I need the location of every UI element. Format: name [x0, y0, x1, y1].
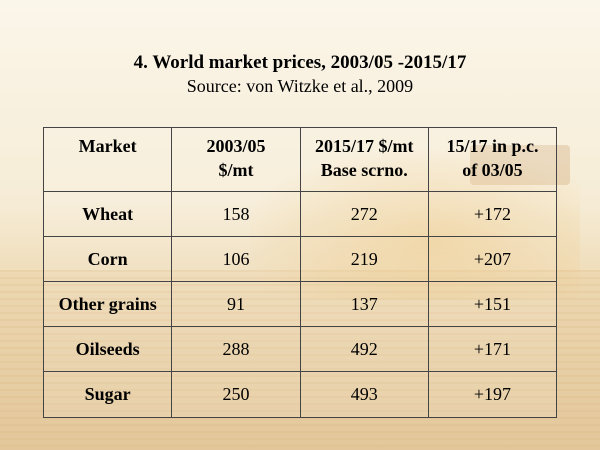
cell-percent: +151 [427, 281, 558, 327]
header-market: Market [42, 127, 173, 192]
slide-title: 4. World market prices, 2003/05 -2015/17 [133, 52, 467, 73]
cell-percent: +172 [427, 191, 558, 237]
header-2015-17-line2: Base scrno. [320, 160, 408, 180]
cell-price-2015-17: 493 [299, 371, 429, 418]
cell-percent: +197 [427, 371, 558, 418]
table-row: Other grains 91 137 +151 [42, 281, 558, 327]
header-percent-change: 15/17 in p.c. of 03/05 [427, 127, 558, 192]
cell-price-2015-17: 492 [299, 326, 429, 372]
table-row: Sugar 250 493 +197 [42, 371, 558, 418]
table-row: Corn 106 219 +207 [42, 236, 558, 282]
cell-price-2015-17: 137 [299, 281, 429, 327]
table-row: Wheat 158 272 +172 [42, 191, 558, 237]
slide-subtitle: Source: von Witzke et al., 2009 [186, 76, 414, 96]
cell-market: Corn [42, 236, 173, 282]
cell-price-2003-05: 91 [171, 281, 301, 327]
header-2003-05: 2003/05 $/mt [171, 127, 301, 192]
cell-market: Oilseeds [42, 326, 173, 372]
cell-price-2015-17: 219 [299, 236, 429, 282]
cell-price-2003-05: 158 [171, 191, 301, 237]
header-2003-05-line2: $/mt [218, 160, 254, 180]
cell-price-2003-05: 250 [171, 371, 301, 418]
slide-title-block: 4. World market prices, 2003/05 -2015/17… [0, 52, 600, 97]
cell-price-2003-05: 106 [171, 236, 301, 282]
cell-market: Sugar [42, 371, 173, 418]
table-row: Oilseeds 288 492 +171 [42, 326, 558, 372]
header-2015-17: 2015/17 $/mt Base scrno. [299, 127, 429, 192]
cell-percent: +207 [427, 236, 558, 282]
header-market-label: Market [78, 136, 137, 156]
table-header-row: Market 2003/05 $/mt 2015/17 $/mt Base sc… [42, 127, 558, 192]
header-percent-line1: 15/17 in p.c. [446, 136, 539, 156]
cell-market: Wheat [42, 191, 173, 237]
header-2015-17-line1: 2015/17 $/mt [315, 136, 414, 156]
cell-market: Other grains [42, 281, 173, 327]
cell-price-2015-17: 272 [299, 191, 429, 237]
header-2003-05-line1: 2003/05 [206, 136, 266, 156]
prices-table: Market 2003/05 $/mt 2015/17 $/mt Base sc… [42, 127, 558, 418]
header-percent-line2: of 03/05 [462, 160, 523, 180]
cell-percent: +171 [427, 326, 558, 372]
cell-price-2003-05: 288 [171, 326, 301, 372]
